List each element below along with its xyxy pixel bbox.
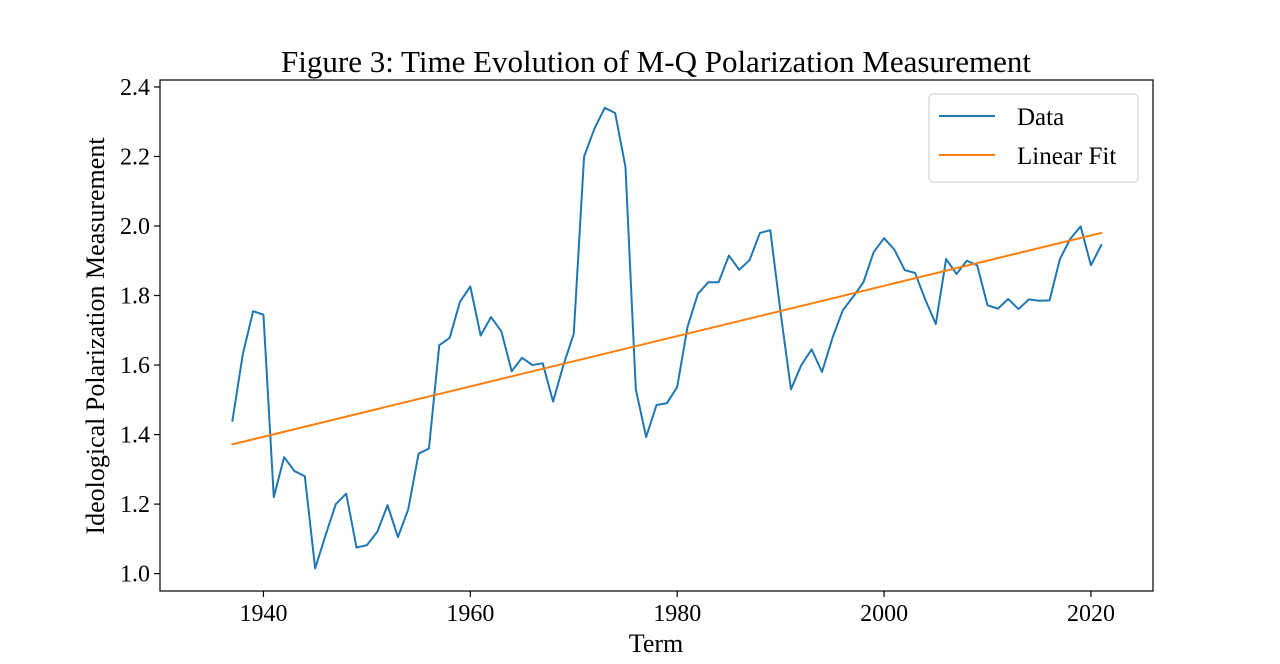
- x-tick-label: 1940: [239, 601, 287, 627]
- y-tick-label: 1.8: [120, 284, 150, 310]
- legend-label-data: Data: [1017, 104, 1064, 131]
- x-axis: 1940 1960 1980 2000 2020: [239, 591, 1115, 627]
- x-tick-label: 2000: [860, 601, 908, 627]
- y-tick-label: 1.0: [120, 562, 150, 588]
- series-line-data: [231, 106, 1103, 570]
- x-tick-label: 1980: [653, 601, 701, 627]
- series-line-linear-fit: [231, 231, 1103, 446]
- y-axis: 1.0 1.2 1.4 1.6 1.8 2.0 2.2 2.4: [120, 75, 160, 588]
- y-tick-label: 2.2: [120, 144, 150, 170]
- chart-title: Figure 3: Time Evolution of M-Q Polariza…: [281, 44, 1031, 79]
- x-axis-title: Term: [629, 629, 684, 658]
- legend: Data Linear Fit: [928, 93, 1139, 183]
- y-axis-title: Ideological Polarization Measurement: [81, 137, 110, 535]
- plot-frame: [159, 79, 1154, 592]
- legend-label-linear-fit: Linear Fit: [1017, 143, 1116, 170]
- x-tick-label: 2020: [1067, 601, 1115, 627]
- y-tick-label: 2.0: [120, 214, 150, 240]
- y-tick-label: 1.6: [120, 353, 150, 379]
- y-tick-label: 2.4: [120, 75, 150, 101]
- plot-area: [231, 106, 1103, 570]
- y-tick-label: 1.2: [120, 492, 150, 518]
- y-tick-label: 1.4: [120, 423, 150, 449]
- x-tick-label: 1960: [446, 601, 494, 627]
